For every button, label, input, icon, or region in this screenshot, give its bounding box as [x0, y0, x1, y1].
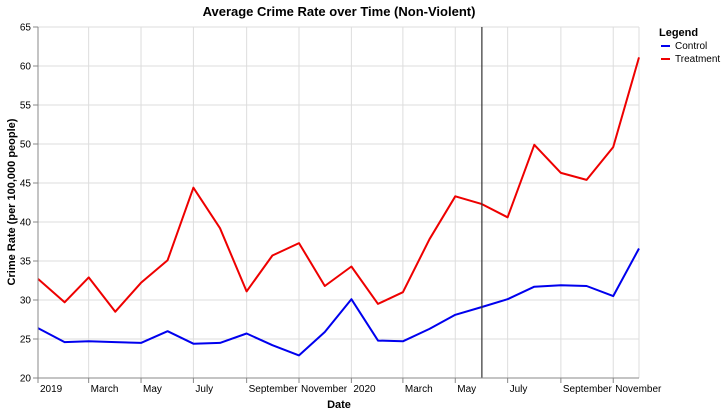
- y-tick-label: 45: [20, 179, 32, 190]
- legend-label-treatment: Treatment: [675, 54, 720, 65]
- y-tick-label: 25: [20, 335, 32, 346]
- y-tick-label: 20: [20, 374, 32, 385]
- y-tick-label: 35: [20, 257, 32, 268]
- y-tick-label: 60: [20, 62, 32, 73]
- chart-title: Average Crime Rate over Time (Non-Violen…: [203, 4, 476, 19]
- y-tick-label: 30: [20, 296, 32, 307]
- y-tick-label: 40: [20, 218, 32, 229]
- x-tick-label: July: [510, 384, 528, 395]
- axes: 20 25 30 35 40 45 50 55 60 65 2019 March May July Sept…: [20, 23, 662, 396]
- y-tick-label: 55: [20, 101, 32, 112]
- x-tick-label: 2019: [40, 384, 63, 395]
- x-tick-label: March: [405, 384, 433, 395]
- x-tick-label: May: [143, 384, 162, 395]
- y-tick-label: 50: [20, 140, 32, 151]
- legend-label-control: Control: [675, 41, 707, 52]
- y-axis-title: Crime Rate (per 100,000 people): [6, 118, 18, 285]
- legend: Legend Control Treatment: [659, 27, 720, 65]
- x-tick-label: July: [195, 384, 213, 395]
- x-tick-label: September: [249, 384, 299, 395]
- x-tick-label: March: [91, 384, 119, 395]
- series-line-control: [37, 248, 640, 357]
- y-tick-label: 65: [20, 23, 32, 34]
- x-axis-title: Date: [327, 399, 351, 411]
- legend-title: Legend: [659, 27, 698, 39]
- x-tick-label: September: [563, 384, 613, 395]
- x-tick-label: 2020: [353, 384, 376, 395]
- x-tick-label: November: [301, 384, 348, 395]
- series-layer: [37, 57, 640, 357]
- x-tick-label: November: [615, 384, 662, 395]
- x-tick-label: May: [457, 384, 476, 395]
- grid: [37, 26, 640, 379]
- series-line-treatment: [37, 57, 640, 313]
